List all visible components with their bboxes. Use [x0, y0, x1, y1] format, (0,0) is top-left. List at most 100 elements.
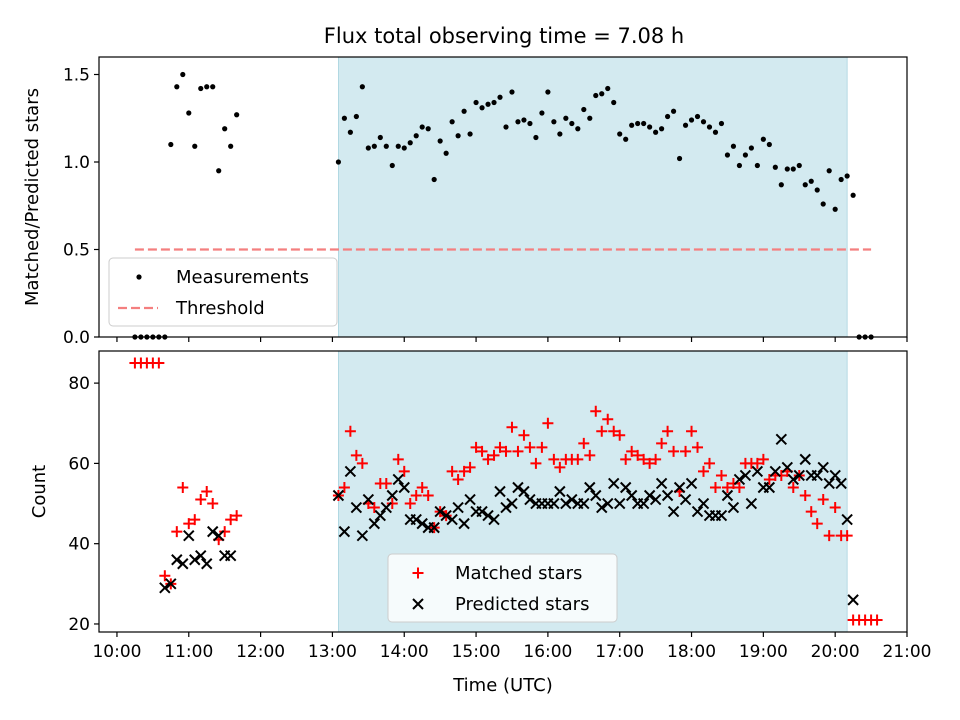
predicted-star-point: [679, 493, 692, 506]
measurement-point: [455, 133, 461, 139]
matched-star-point: [488, 449, 500, 461]
matched-star-point: [554, 461, 566, 473]
measurement-point: [341, 115, 347, 121]
observing-span-top: [338, 56, 848, 338]
matched-star-point: [410, 490, 422, 502]
predicted-star-point: [207, 525, 219, 538]
matched-star-point: [620, 453, 632, 465]
predicted-star-point: [578, 497, 590, 510]
measurement-point: [581, 106, 587, 113]
x-tick-label: 19:00: [739, 642, 788, 662]
predicted-star-point: [554, 485, 566, 498]
measurement-points: [132, 71, 874, 340]
predicted-star-point: [224, 550, 237, 562]
measurement-point: [533, 134, 539, 141]
legend-box: [387, 553, 618, 623]
measurement-point: [569, 120, 575, 127]
x-tick-label: 21:00: [883, 642, 932, 662]
matched-star-point: [709, 481, 721, 493]
predicted-star-point: [793, 469, 805, 482]
predicted-star-point: [446, 513, 458, 526]
matched-star-point: [530, 457, 542, 469]
matched-star-point: [590, 405, 602, 417]
measurement-point: [844, 173, 850, 179]
matched-star-point: [823, 530, 835, 542]
legend-plus-icon: [412, 567, 424, 579]
predicted-star-point: [721, 489, 734, 502]
matched-star-point: [787, 481, 799, 493]
matched-star-point: [518, 429, 530, 441]
bottom-y-axis-label: Count: [29, 465, 50, 518]
matched-star-point: [692, 441, 704, 453]
x-tick-label: 13:00: [308, 642, 357, 662]
predicted-star-point: [643, 489, 656, 502]
measurement-point: [377, 134, 383, 141]
predicted-star-point: [614, 497, 626, 510]
y-tick-label: 0.0: [63, 328, 90, 348]
predicted-star-point: [416, 517, 428, 530]
measurement-point: [647, 124, 653, 130]
matched-star-point: [386, 498, 398, 510]
predicted-star-point: [506, 497, 518, 510]
measurement-point: [617, 131, 623, 137]
matched-star-point: [512, 445, 524, 457]
measurement-point: [485, 101, 491, 107]
matched-star-point: [542, 417, 554, 429]
matched-star-point: [680, 445, 692, 457]
predicted-star-point: [566, 493, 578, 506]
measurement-point: [700, 119, 707, 125]
predicted-star-point: [673, 481, 686, 494]
matched-star-point: [817, 494, 829, 506]
measurement-point: [467, 131, 473, 137]
matched-star-point: [733, 481, 745, 493]
legend-box: [108, 257, 338, 327]
measurement-point: [515, 119, 521, 125]
predicted-star-point: [661, 489, 674, 502]
measurement-point: [461, 108, 467, 114]
matched-star-point: [219, 526, 231, 538]
figure-title: Flux total observing time = 7.08 h: [324, 24, 684, 48]
matched-star-point: [494, 441, 506, 453]
x-axis-label: Time (UTC): [452, 675, 553, 696]
matched-star-point: [656, 437, 668, 449]
matched-star-point: [829, 502, 841, 514]
matched-star-point: [763, 473, 775, 485]
measurement-point: [419, 124, 425, 130]
measurement-point: [359, 84, 365, 90]
predicted-star-point: [769, 465, 782, 478]
measurement-point: [521, 117, 527, 123]
predicted-star-point: [195, 550, 207, 562]
measurement-point: [168, 141, 174, 148]
measurement-point: [437, 138, 443, 144]
measurement-point: [629, 122, 635, 128]
predicted-star-point: [165, 578, 177, 590]
measurement-point: [443, 150, 449, 156]
predicted-star-point: [494, 485, 506, 498]
predicted-star-point: [362, 493, 375, 506]
legend-label: Measurements: [176, 267, 309, 288]
measurement-point: [371, 143, 377, 149]
measurement-point: [204, 84, 210, 90]
matched-star-point: [686, 425, 698, 437]
matched-star-point: [416, 481, 428, 493]
bottom-legend: Matched stars Predicted stars: [387, 553, 618, 623]
matched-star-point: [799, 490, 811, 502]
count-points: [129, 357, 883, 626]
legend-label: Predicted stars: [455, 594, 589, 615]
measurement-point: [814, 187, 820, 193]
measurement-point: [407, 140, 413, 146]
matched-star-point: [805, 506, 817, 518]
predicted-star-point: [332, 489, 345, 502]
predicted-star-point: [847, 594, 859, 606]
measurement-point: [736, 162, 743, 169]
predicted-star-point: [548, 497, 560, 510]
legend-x-icon: [412, 598, 424, 610]
measurement-point: [174, 84, 180, 90]
matched-star-point: [183, 518, 195, 530]
measurement-point: [653, 129, 659, 135]
predicted-star-point: [667, 505, 680, 518]
measurement-point: [479, 105, 485, 111]
matched-star-point: [159, 570, 171, 582]
predicted-star-point: [374, 509, 387, 522]
measurement-point: [473, 99, 479, 106]
